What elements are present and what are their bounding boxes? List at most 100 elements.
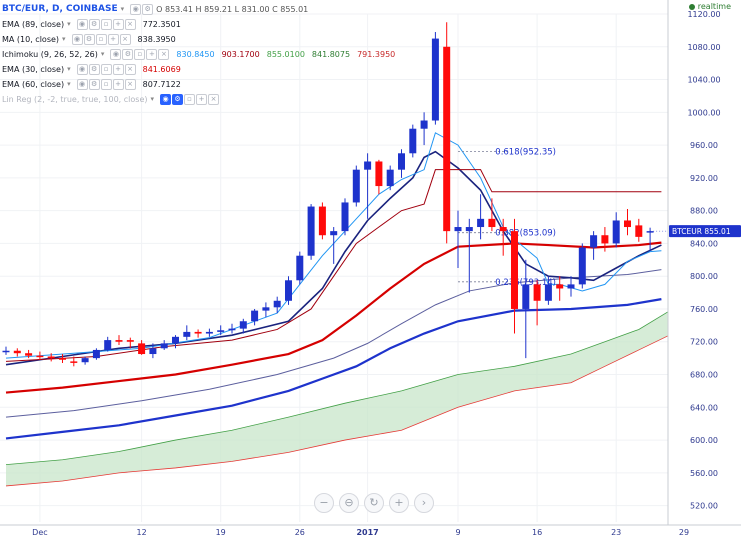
candle-body	[307, 206, 315, 256]
hide-icon[interactable]: ▫	[100, 19, 112, 30]
indicator-label[interactable]: EMA (60, close)	[2, 80, 65, 89]
zoom-out-icon[interactable]: −	[314, 493, 334, 513]
candle-body	[59, 358, 66, 360]
candle-body	[364, 161, 372, 170]
candle-body	[556, 284, 564, 289]
candle-body	[635, 225, 643, 237]
chart-legend: BTC/EUR, D, COINBASE ▾ ◉ ⚙ O 853.41 H 85…	[2, 2, 395, 107]
chevron-down-icon[interactable]: ▾	[67, 20, 71, 28]
add-icon[interactable]: +	[146, 49, 158, 60]
add-icon[interactable]: +	[112, 64, 124, 75]
chart-navigation: − ⊖ ↻ + ›	[314, 493, 434, 513]
y-tick-label: 560.00	[690, 469, 718, 478]
candle-body	[318, 206, 326, 236]
gear-icon[interactable]: ⚙	[88, 19, 100, 30]
reset-icon[interactable]: ⊖	[339, 493, 359, 513]
close-icon[interactable]: ×	[124, 64, 136, 75]
chevron-down-icon[interactable]: ▾	[150, 95, 154, 103]
y-tick-label: 640.00	[690, 403, 718, 412]
last-price-badge	[669, 225, 741, 238]
close-icon[interactable]: ×	[124, 79, 136, 90]
indicator-label[interactable]: EMA (89, close)	[2, 20, 65, 29]
hide-icon[interactable]: ▫	[134, 49, 146, 60]
chevron-down-icon[interactable]: ▾	[67, 65, 71, 73]
candle-body	[624, 220, 631, 228]
eye-icon[interactable]: ◉	[130, 4, 142, 15]
eye-icon[interactable]: ◉	[160, 94, 171, 105]
x-tick-label: 12	[137, 528, 147, 537]
chevron-down-icon[interactable]: ▾	[120, 5, 125, 13]
candle-body	[375, 161, 383, 187]
fib-level-label: 0.382(853.09)	[495, 229, 556, 239]
add-icon[interactable]: +	[112, 79, 124, 90]
gear-icon[interactable]: ⚙	[122, 49, 134, 60]
indicator-label[interactable]: MA (10, close)	[2, 35, 60, 44]
indicator-value: 772.3501	[142, 20, 181, 29]
indicator-controls: ◉ ⚙ ▫ + ×	[76, 64, 136, 75]
chevron-down-icon[interactable]: ▾	[100, 50, 105, 58]
candle-body	[352, 169, 360, 203]
add-icon[interactable]: +	[112, 19, 124, 30]
eye-icon[interactable]: ◉	[76, 79, 88, 90]
fib-level-label: 0.618(952.35)	[495, 147, 556, 157]
candle-body	[646, 231, 654, 233]
candle-body	[499, 227, 507, 232]
x-tick-label: 2017	[356, 528, 378, 537]
series-line	[5, 269, 662, 418]
indicator-value: 791.3950	[357, 50, 396, 59]
symbol-title[interactable]: BTC/EUR, D, COINBASE	[2, 4, 118, 14]
gear-icon[interactable]: ⚙	[88, 79, 100, 90]
chevron-down-icon[interactable]: ▾	[67, 80, 71, 88]
close-icon[interactable]: ×	[158, 49, 170, 60]
add-icon[interactable]: +	[107, 34, 119, 45]
hide-icon[interactable]: ▫	[95, 34, 107, 45]
indicator-label[interactable]: Lin Reg (2, -2, true, true, 100, close)	[2, 95, 148, 104]
series-line	[5, 169, 662, 362]
hide-icon[interactable]: ▫	[184, 94, 195, 105]
zoom-in-icon[interactable]: +	[389, 493, 409, 513]
indicator-label[interactable]: Ichimoku (9, 26, 52, 26)	[2, 50, 98, 59]
indicator-value: 841.6069	[142, 65, 181, 74]
y-tick-label: 520.00	[690, 502, 718, 511]
hide-icon[interactable]: ▫	[100, 64, 112, 75]
gear-icon[interactable]: ⚙	[83, 34, 95, 45]
candle-body	[251, 310, 259, 322]
hide-icon[interactable]: ▫	[100, 79, 112, 90]
candle-body	[612, 220, 620, 244]
y-tick-label: 1000.00	[687, 108, 720, 117]
candle-body	[172, 336, 179, 344]
y-tick-label: 840.00	[690, 239, 718, 248]
gear-icon[interactable]: ⚙	[172, 94, 183, 105]
chevron-down-icon[interactable]: ▾	[62, 35, 66, 43]
candle-body	[194, 331, 202, 334]
last-price-label: BTCEUR 855.01	[672, 227, 731, 236]
add-icon[interactable]: +	[196, 94, 207, 105]
candle-body	[70, 361, 78, 363]
candle-body	[81, 358, 89, 363]
indicator-row: MA (10, close) ▾ ◉ ⚙ ▫ + × 838.3950	[2, 32, 395, 47]
close-icon[interactable]: ×	[119, 34, 131, 45]
series-line	[5, 241, 662, 394]
indicator-row: Lin Reg (2, -2, true, true, 100, close) ▾…	[2, 92, 395, 107]
candle-body	[296, 255, 304, 281]
candle-body	[25, 353, 33, 356]
eye-icon[interactable]: ◉	[76, 64, 88, 75]
symbol-row: BTC/EUR, D, COINBASE ▾ ◉ ⚙ O 853.41 H 85…	[2, 2, 395, 17]
close-icon[interactable]: ×	[124, 19, 136, 30]
y-tick-label: 1080.00	[687, 43, 720, 52]
eye-icon[interactable]: ◉	[71, 34, 83, 45]
candle-body	[36, 355, 44, 358]
eye-icon[interactable]: ◉	[110, 49, 122, 60]
indicator-row: EMA (30, close) ▾ ◉ ⚙ ▫ + × 841.6069	[2, 62, 395, 77]
gear-icon[interactable]: ⚙	[88, 64, 100, 75]
gear-icon[interactable]: ⚙	[142, 4, 154, 15]
candle-body	[465, 227, 473, 232]
ohlc-values: O 853.41 H 859.21 L 831.00 C 855.01	[156, 5, 309, 14]
forward-icon[interactable]: ›	[414, 493, 434, 513]
refresh-icon[interactable]: ↻	[364, 493, 384, 513]
eye-icon[interactable]: ◉	[76, 19, 88, 30]
close-icon[interactable]: ×	[208, 94, 219, 105]
indicator-label[interactable]: EMA (30, close)	[2, 65, 65, 74]
